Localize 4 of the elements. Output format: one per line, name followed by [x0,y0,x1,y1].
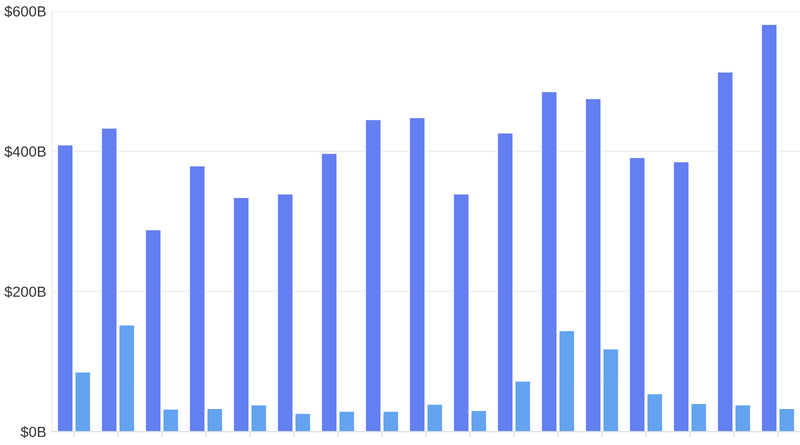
y-tick-label: $0B [20,426,46,438]
y-tick-label: $400B [4,146,46,158]
y-tick-label: $600B [4,6,46,18]
y-tick-label: $200B [4,286,46,298]
